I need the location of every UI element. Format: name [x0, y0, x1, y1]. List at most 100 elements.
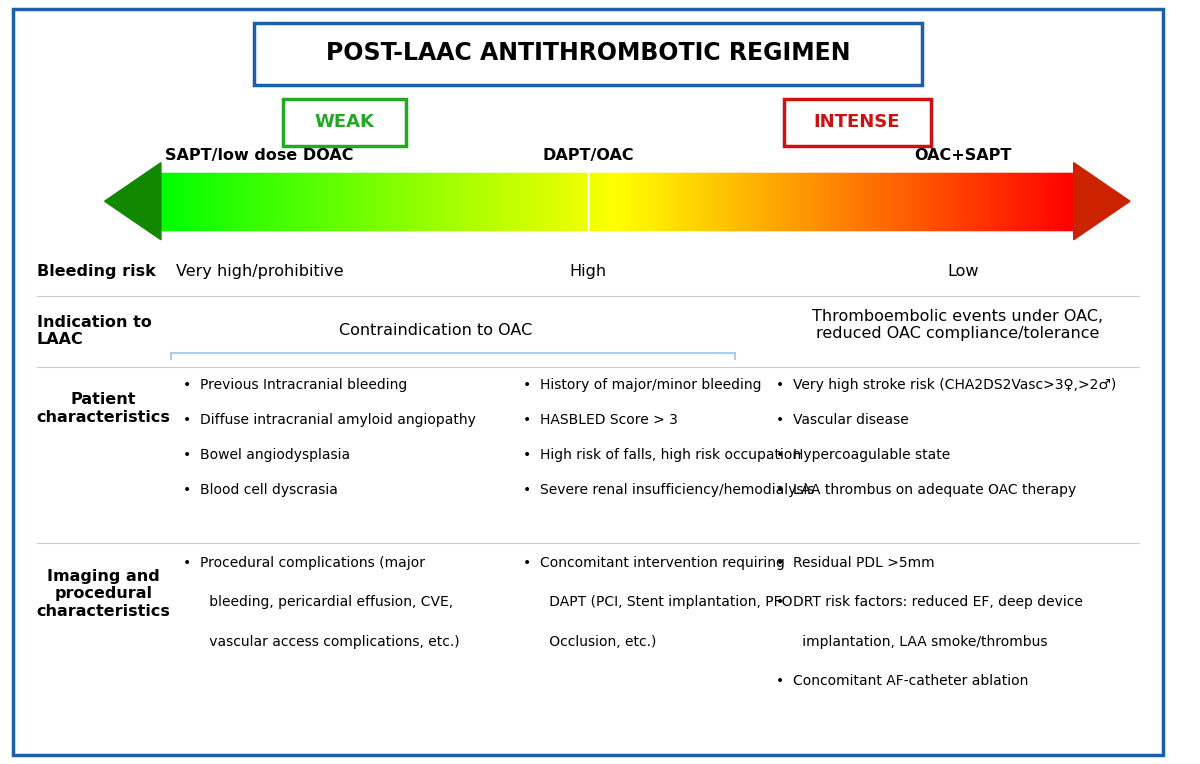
Bar	[988, 173, 991, 230]
Bar	[326, 173, 330, 230]
Bar	[265, 173, 269, 230]
Bar	[1068, 173, 1072, 230]
Bar	[1027, 173, 1031, 230]
Bar	[251, 173, 254, 230]
Bar	[692, 173, 696, 230]
Bar	[750, 173, 754, 230]
Bar	[548, 173, 552, 230]
Bar	[956, 173, 959, 230]
Bar	[324, 173, 328, 230]
Bar	[642, 173, 646, 230]
Bar	[931, 173, 934, 230]
Bar	[215, 173, 218, 230]
Bar	[874, 173, 877, 230]
Bar	[773, 173, 776, 230]
Bar	[942, 173, 946, 230]
Bar	[200, 173, 204, 230]
Bar	[460, 173, 463, 230]
Bar	[444, 173, 446, 230]
Bar	[240, 173, 244, 230]
Bar	[624, 173, 628, 230]
Bar	[791, 173, 794, 230]
Bar	[808, 173, 811, 230]
Bar	[242, 173, 246, 230]
Text: OAC+SAPT: OAC+SAPT	[914, 147, 1012, 163]
Bar	[528, 173, 532, 230]
Bar	[467, 173, 469, 230]
Bar	[656, 173, 660, 230]
Bar	[210, 173, 214, 230]
Bar	[725, 173, 728, 230]
Bar	[404, 173, 408, 230]
Bar	[846, 173, 850, 230]
Bar	[910, 173, 913, 230]
Bar	[203, 173, 206, 230]
Bar	[394, 173, 396, 230]
Bar	[427, 173, 431, 230]
Bar	[368, 173, 372, 230]
Bar	[839, 173, 842, 230]
Bar	[356, 173, 360, 230]
Bar	[718, 173, 721, 230]
Bar	[892, 173, 895, 230]
Text: •  Procedural complications (major: • Procedural complications (major	[184, 555, 425, 569]
Bar	[425, 173, 428, 230]
Bar	[517, 173, 520, 230]
Bar	[422, 173, 426, 230]
Bar	[469, 173, 472, 230]
Bar	[912, 173, 916, 230]
Bar	[977, 173, 980, 230]
Bar	[674, 173, 678, 230]
Bar	[1052, 173, 1056, 230]
Bar	[810, 173, 812, 230]
Bar	[347, 173, 350, 230]
Bar	[782, 173, 786, 230]
Bar	[487, 173, 491, 230]
Bar	[727, 173, 731, 230]
Bar	[960, 173, 964, 230]
Bar	[301, 173, 305, 230]
Bar	[730, 173, 733, 230]
Bar	[172, 173, 175, 230]
FancyArrow shape	[104, 163, 161, 240]
Bar	[775, 173, 779, 230]
Bar	[1030, 173, 1032, 230]
Bar	[833, 173, 836, 230]
Bar	[588, 173, 592, 230]
Bar	[382, 173, 385, 230]
Bar	[558, 173, 562, 230]
Bar	[586, 173, 589, 230]
Text: •  Bowel angiodysplasia: • Bowel angiodysplasia	[184, 448, 350, 462]
Bar	[616, 173, 618, 230]
Bar	[560, 173, 564, 230]
Bar	[926, 173, 930, 230]
Bar	[1025, 173, 1028, 230]
Bar	[720, 173, 724, 230]
Bar	[448, 173, 451, 230]
Bar	[187, 173, 191, 230]
Bar	[743, 173, 746, 230]
FancyBboxPatch shape	[253, 23, 923, 85]
Bar	[796, 173, 799, 230]
Bar	[253, 173, 257, 230]
Bar	[590, 173, 593, 230]
Bar	[331, 173, 335, 230]
Bar	[1015, 173, 1019, 230]
Bar	[455, 173, 458, 230]
Bar	[563, 173, 566, 230]
Bar	[823, 173, 827, 230]
Bar	[175, 173, 179, 230]
Bar	[566, 173, 570, 230]
Text: •  Severe renal insufficiency/hemodialysis: • Severe renal insufficiency/hemodialysi…	[523, 484, 815, 497]
Bar	[922, 173, 925, 230]
Bar	[644, 173, 648, 230]
Bar	[1004, 173, 1007, 230]
Bar	[217, 173, 221, 230]
Text: •  High risk of falls, high risk occupation: • High risk of falls, high risk occupati…	[523, 448, 802, 462]
Bar	[800, 173, 804, 230]
Bar	[803, 173, 806, 230]
Bar	[500, 173, 504, 230]
Bar	[848, 173, 852, 230]
Bar	[608, 173, 612, 230]
Bar	[1061, 173, 1064, 230]
